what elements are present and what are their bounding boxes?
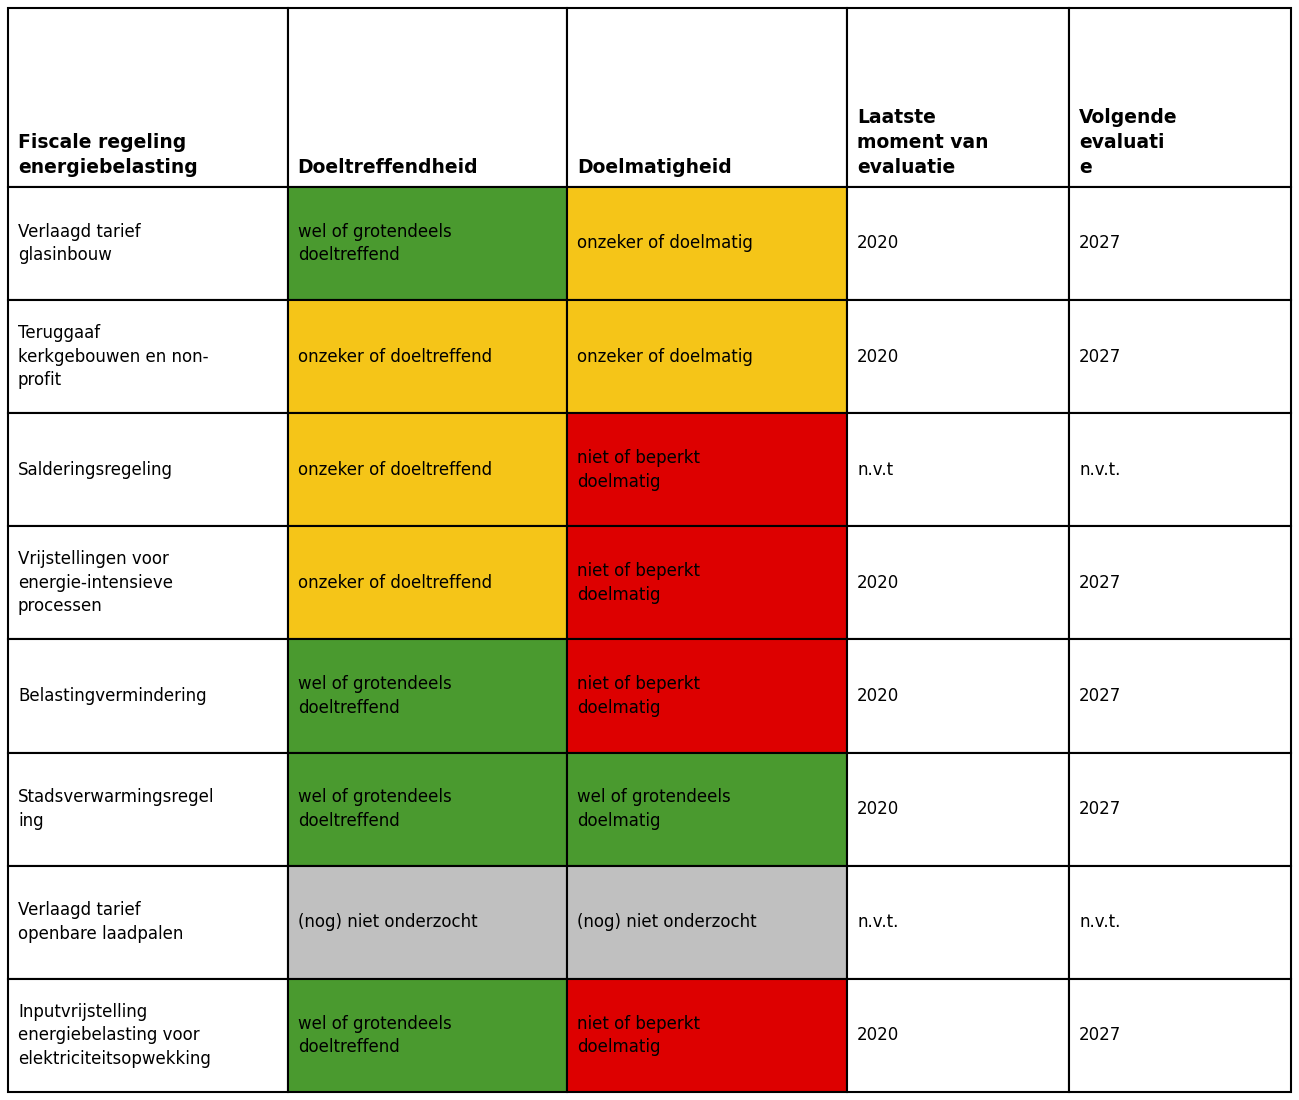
Bar	[1069, 8, 1291, 187]
Bar	[287, 526, 568, 639]
Text: 2020: 2020	[857, 574, 899, 592]
Text: Belastingvermindering: Belastingvermindering	[18, 688, 207, 705]
Text: Fiscale regeling
energiebelasting: Fiscale regeling energiebelasting	[18, 133, 197, 177]
Text: Verlaagd tarief
glasinbouw: Verlaagd tarief glasinbouw	[18, 222, 140, 264]
Bar	[568, 526, 847, 639]
Text: onzeker of doeltreffend: onzeker of doeltreffend	[297, 574, 492, 592]
Bar	[8, 414, 287, 526]
Bar	[847, 752, 1069, 866]
Text: Verlaagd tarief
openbare laadpalen: Verlaagd tarief openbare laadpalen	[18, 902, 183, 943]
Text: 2020: 2020	[857, 234, 899, 252]
Bar	[8, 187, 287, 300]
Text: 2027: 2027	[1079, 234, 1121, 252]
Text: niet of beperkt
doelmatig: niet of beperkt doelmatig	[577, 675, 700, 717]
Text: 2020: 2020	[857, 800, 899, 818]
Bar	[568, 979, 847, 1092]
Bar	[8, 300, 287, 414]
Bar	[287, 8, 568, 187]
Bar	[568, 8, 847, 187]
Bar	[847, 639, 1069, 752]
Text: 2027: 2027	[1079, 574, 1121, 592]
Text: (nog) niet onderzocht: (nog) niet onderzocht	[297, 913, 477, 932]
Text: 2027: 2027	[1079, 688, 1121, 705]
Bar	[8, 639, 287, 752]
Text: Stadsverwarmingsregel
ing: Stadsverwarmingsregel ing	[18, 789, 214, 829]
Bar	[1069, 979, 1291, 1092]
Bar	[847, 979, 1069, 1092]
Bar	[847, 300, 1069, 414]
Text: (nog) niet onderzocht: (nog) niet onderzocht	[577, 913, 757, 932]
Text: wel of grotendeels
doeltreffend: wel of grotendeels doeltreffend	[297, 222, 452, 264]
Bar	[8, 979, 287, 1092]
Text: Inputvrijstelling
energiebelasting voor
elektriciteitsopwekking: Inputvrijstelling energiebelasting voor …	[18, 1003, 210, 1068]
Bar	[568, 187, 847, 300]
Bar	[287, 866, 568, 979]
Text: Salderingsregeling: Salderingsregeling	[18, 461, 173, 478]
Text: wel of grotendeels
doeltreffend: wel of grotendeels doeltreffend	[297, 1014, 452, 1056]
Text: Doeltreffendheid: Doeltreffendheid	[297, 158, 478, 177]
Bar	[8, 752, 287, 866]
Bar	[1069, 752, 1291, 866]
Bar	[8, 8, 287, 187]
Bar	[1069, 866, 1291, 979]
Bar	[287, 752, 568, 866]
Text: Laatste
moment van
evaluatie: Laatste moment van evaluatie	[857, 108, 989, 177]
Bar	[287, 979, 568, 1092]
Text: 2027: 2027	[1079, 1026, 1121, 1044]
Bar	[287, 414, 568, 526]
Bar	[287, 187, 568, 300]
Text: onzeker of doelmatig: onzeker of doelmatig	[577, 348, 753, 365]
Text: niet of beperkt
doelmatig: niet of beperkt doelmatig	[577, 1014, 700, 1056]
Text: onzeker of doeltreffend: onzeker of doeltreffend	[297, 461, 492, 478]
Bar	[568, 300, 847, 414]
Text: 2020: 2020	[857, 1026, 899, 1044]
Bar	[1069, 187, 1291, 300]
Bar	[287, 300, 568, 414]
Bar	[847, 866, 1069, 979]
Bar	[1069, 639, 1291, 752]
Text: wel of grotendeels
doeltreffend: wel of grotendeels doeltreffend	[297, 675, 452, 717]
Text: n.v.t.: n.v.t.	[1079, 461, 1121, 478]
Text: 2027: 2027	[1079, 800, 1121, 818]
Text: n.v.t.: n.v.t.	[1079, 913, 1121, 932]
Text: wel of grotendeels
doelmatig: wel of grotendeels doelmatig	[577, 789, 731, 829]
Bar	[1069, 300, 1291, 414]
Bar	[847, 526, 1069, 639]
Bar	[847, 8, 1069, 187]
Text: niet of beperkt
doelmatig: niet of beperkt doelmatig	[577, 562, 700, 604]
Text: onzeker of doeltreffend: onzeker of doeltreffend	[297, 348, 492, 365]
Bar	[568, 866, 847, 979]
Text: n.v.t: n.v.t	[857, 461, 894, 478]
Bar	[847, 414, 1069, 526]
Text: Teruggaaf
kerkgebouwen en non-
profit: Teruggaaf kerkgebouwen en non- profit	[18, 324, 209, 389]
Text: Doelmatigheid: Doelmatigheid	[577, 158, 733, 177]
Bar	[8, 866, 287, 979]
Bar	[847, 187, 1069, 300]
Bar	[568, 639, 847, 752]
Bar	[568, 414, 847, 526]
Text: onzeker of doelmatig: onzeker of doelmatig	[577, 234, 753, 252]
Bar	[8, 526, 287, 639]
Text: 2020: 2020	[857, 688, 899, 705]
Bar	[287, 639, 568, 752]
Text: wel of grotendeels
doeltreffend: wel of grotendeels doeltreffend	[297, 789, 452, 829]
Text: niet of beperkt
doelmatig: niet of beperkt doelmatig	[577, 449, 700, 491]
Text: n.v.t.: n.v.t.	[857, 913, 899, 932]
Bar	[1069, 414, 1291, 526]
Bar	[1069, 526, 1291, 639]
Text: 2027: 2027	[1079, 348, 1121, 365]
Text: Vrijstellingen voor
energie-intensieve
processen: Vrijstellingen voor energie-intensieve p…	[18, 550, 173, 616]
Text: 2020: 2020	[857, 348, 899, 365]
Bar	[568, 752, 847, 866]
Text: Volgende
evaluati
e: Volgende evaluati e	[1079, 108, 1178, 177]
